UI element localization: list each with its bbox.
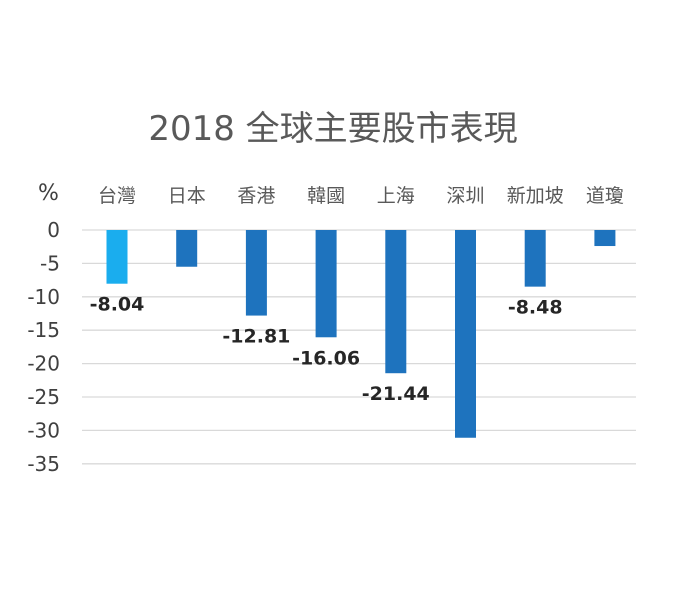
bar [455, 230, 476, 438]
y-tick-label: -5 [40, 251, 60, 275]
category-label: 韓國 [307, 185, 345, 207]
y-axis-unit-label: % [38, 181, 59, 206]
data-label: -12.81 [222, 326, 290, 348]
category-label: 香港 [237, 185, 275, 207]
y-tick-label: -15 [27, 318, 60, 342]
y-tick-label: -10 [27, 285, 60, 309]
bar [106, 230, 128, 284]
bar [315, 230, 337, 338]
y-tick-label: -25 [27, 385, 60, 409]
bar [245, 230, 267, 316]
gridlines [82, 229, 636, 465]
category-label: 台灣 [98, 185, 136, 207]
data-label: -8.48 [508, 297, 563, 319]
category-labels: 台灣 日本 香港 韓國 上海 深圳 新加坡 道瓊 [98, 185, 624, 207]
y-tick-labels: 0 -5 -10 -15 -20 -25 -30 -35 [27, 218, 60, 476]
bars [106, 230, 616, 438]
category-label: 上海 [377, 185, 415, 207]
category-label: 深圳 [446, 185, 484, 207]
data-labels: -8.04 -12.81-16.06-21.44 -8.48 [90, 294, 563, 406]
category-label: 道瓊 [586, 185, 624, 207]
category-label: 新加坡 [507, 185, 564, 207]
chart-title: 2018 全球主要股市表現 [148, 109, 517, 149]
category-label: 日本 [168, 185, 206, 207]
data-label: -21.44 [362, 383, 430, 405]
bar [385, 230, 407, 374]
bar [524, 230, 546, 287]
y-tick-label: -30 [27, 418, 60, 442]
bar [176, 230, 198, 267]
y-tick-label: 0 [47, 218, 60, 242]
y-tick-label: -35 [27, 452, 60, 476]
data-label: -8.04 [90, 294, 145, 316]
bar [594, 230, 616, 247]
y-tick-label: -20 [27, 352, 60, 376]
data-label: -16.06 [292, 347, 360, 369]
